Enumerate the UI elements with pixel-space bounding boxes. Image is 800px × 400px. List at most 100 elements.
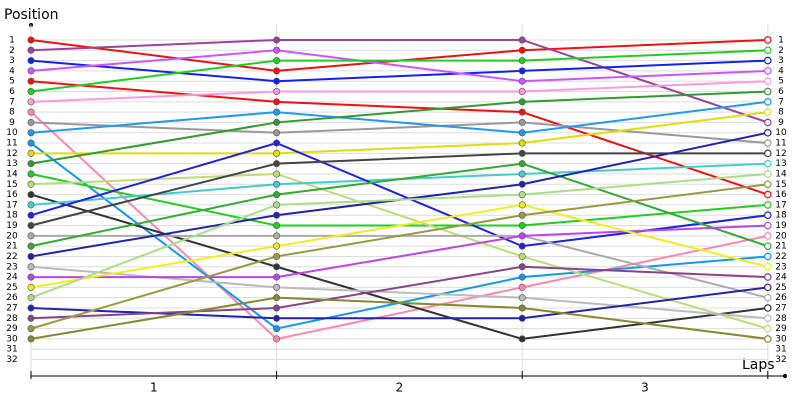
point	[27, 88, 35, 96]
y-tick-label: 2	[9, 46, 15, 56]
y-tick-label: 13	[775, 159, 786, 169]
point	[518, 191, 526, 199]
point	[273, 191, 281, 199]
point	[764, 262, 772, 271]
point	[27, 36, 35, 44]
point	[764, 273, 772, 281]
y-tick-label: 8	[9, 108, 15, 118]
point	[273, 283, 281, 291]
point	[27, 273, 35, 281]
y-tick-label: 19	[775, 221, 787, 231]
y-tick-label: 9	[9, 118, 15, 128]
y-tick-label: 28	[6, 314, 18, 324]
point	[27, 57, 35, 65]
y-tick-label: 17	[6, 200, 17, 210]
point	[764, 36, 772, 44]
y-tick-label: 20	[6, 231, 18, 241]
y-tick-label: 19	[6, 221, 18, 231]
point	[273, 314, 281, 322]
point	[518, 118, 526, 126]
point	[27, 325, 35, 333]
point	[273, 201, 281, 209]
series-line	[31, 111, 768, 155]
point	[764, 201, 772, 209]
series-line	[30, 183, 768, 330]
series-line	[31, 224, 768, 279]
point	[27, 252, 35, 260]
point	[518, 180, 526, 188]
y-tick-label: 25	[6, 283, 17, 293]
point	[518, 232, 526, 240]
point	[27, 139, 35, 147]
series-line	[30, 80, 768, 103]
point	[273, 46, 281, 54]
y-tick-label: 3	[9, 56, 15, 66]
point	[27, 304, 35, 312]
point	[764, 170, 772, 178]
y-tick-label: 16	[6, 190, 18, 200]
series-line	[30, 265, 768, 320]
point	[764, 98, 772, 106]
y-tick-label: 6	[778, 87, 784, 97]
y-tick-label: 10	[775, 128, 787, 138]
point	[518, 201, 526, 209]
point	[273, 252, 281, 260]
point	[518, 57, 526, 65]
point	[764, 159, 772, 168]
y-tick-label: 29	[6, 324, 18, 334]
y-tick-label: 25	[775, 283, 786, 293]
y-tick-label: 17	[775, 200, 786, 210]
y-tick-label: 26	[6, 293, 18, 303]
y-tick-label: 24	[6, 273, 18, 283]
point	[27, 118, 35, 126]
y-tick-label: 22	[6, 252, 17, 262]
point	[273, 222, 281, 230]
y-tick-label: 1	[9, 35, 15, 45]
point	[518, 139, 526, 147]
point	[764, 252, 772, 261]
point	[273, 118, 281, 126]
point	[764, 46, 772, 55]
point	[764, 211, 772, 220]
y-tick-label: 15	[6, 180, 17, 190]
y-tick-label: 15	[775, 180, 786, 190]
point	[518, 252, 526, 260]
series-line	[30, 49, 768, 83]
x-tick-label: 1	[150, 381, 158, 395]
y-tick-label: 26	[775, 293, 787, 303]
point	[518, 335, 526, 343]
point	[764, 87, 772, 96]
y-tick-label: 6	[9, 87, 15, 97]
point	[27, 170, 35, 178]
point	[764, 139, 772, 147]
series-line	[30, 162, 769, 248]
series-line	[30, 203, 769, 289]
point	[273, 273, 281, 281]
y-tick-label: 14	[775, 169, 787, 179]
point	[518, 222, 526, 230]
y-tick-label: 18	[775, 211, 787, 221]
y-tick-label: 30	[6, 334, 18, 344]
y-tick-label: 14	[6, 169, 18, 179]
point	[273, 77, 281, 85]
series-line	[30, 38, 769, 124]
y-tick-label: 18	[6, 211, 18, 221]
point	[273, 88, 281, 96]
point	[518, 67, 526, 75]
point	[273, 36, 281, 44]
point	[518, 211, 526, 219]
point	[27, 283, 35, 291]
point	[273, 170, 281, 178]
y-tick-label: 31	[775, 345, 786, 355]
markers	[27, 36, 772, 343]
point	[518, 36, 526, 44]
y-tick-label: 4	[778, 66, 784, 76]
y-tick-label: 11	[775, 139, 786, 149]
series-line	[30, 121, 768, 145]
point	[518, 108, 526, 116]
point	[518, 129, 526, 137]
series-line	[30, 265, 768, 320]
point	[27, 160, 35, 168]
point	[764, 314, 772, 323]
